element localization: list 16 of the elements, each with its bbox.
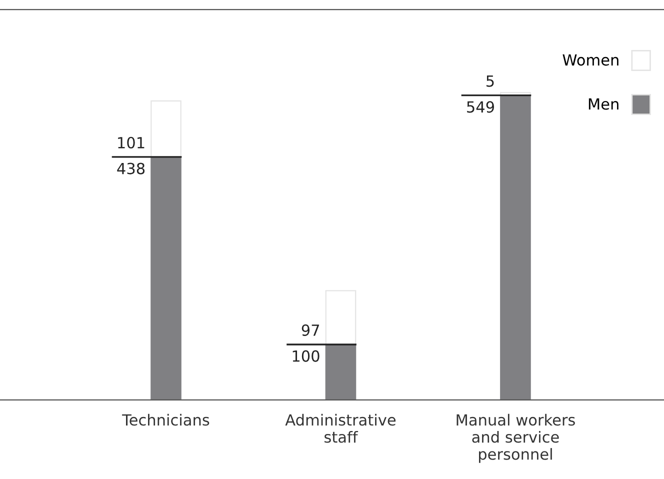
data-label: 100 [292,350,320,362]
bar [500,94,531,400]
x-tick-label: Technicians [122,414,210,426]
bar [150,100,182,158]
data-label: 549 [467,101,494,113]
x-tick-label: Manual workers and service personnel [456,414,575,463]
x-tick-label: Administrative staff [285,414,396,443]
bar [325,344,356,400]
legend-label: Men [588,98,618,110]
legend-label: Women [562,54,618,66]
data-label: 97 [302,324,320,336]
bar [325,290,356,346]
data-label: 101 [118,136,144,148]
data-label: 5 [486,75,494,87]
bar [150,156,182,400]
data-label: 438 [117,162,145,174]
